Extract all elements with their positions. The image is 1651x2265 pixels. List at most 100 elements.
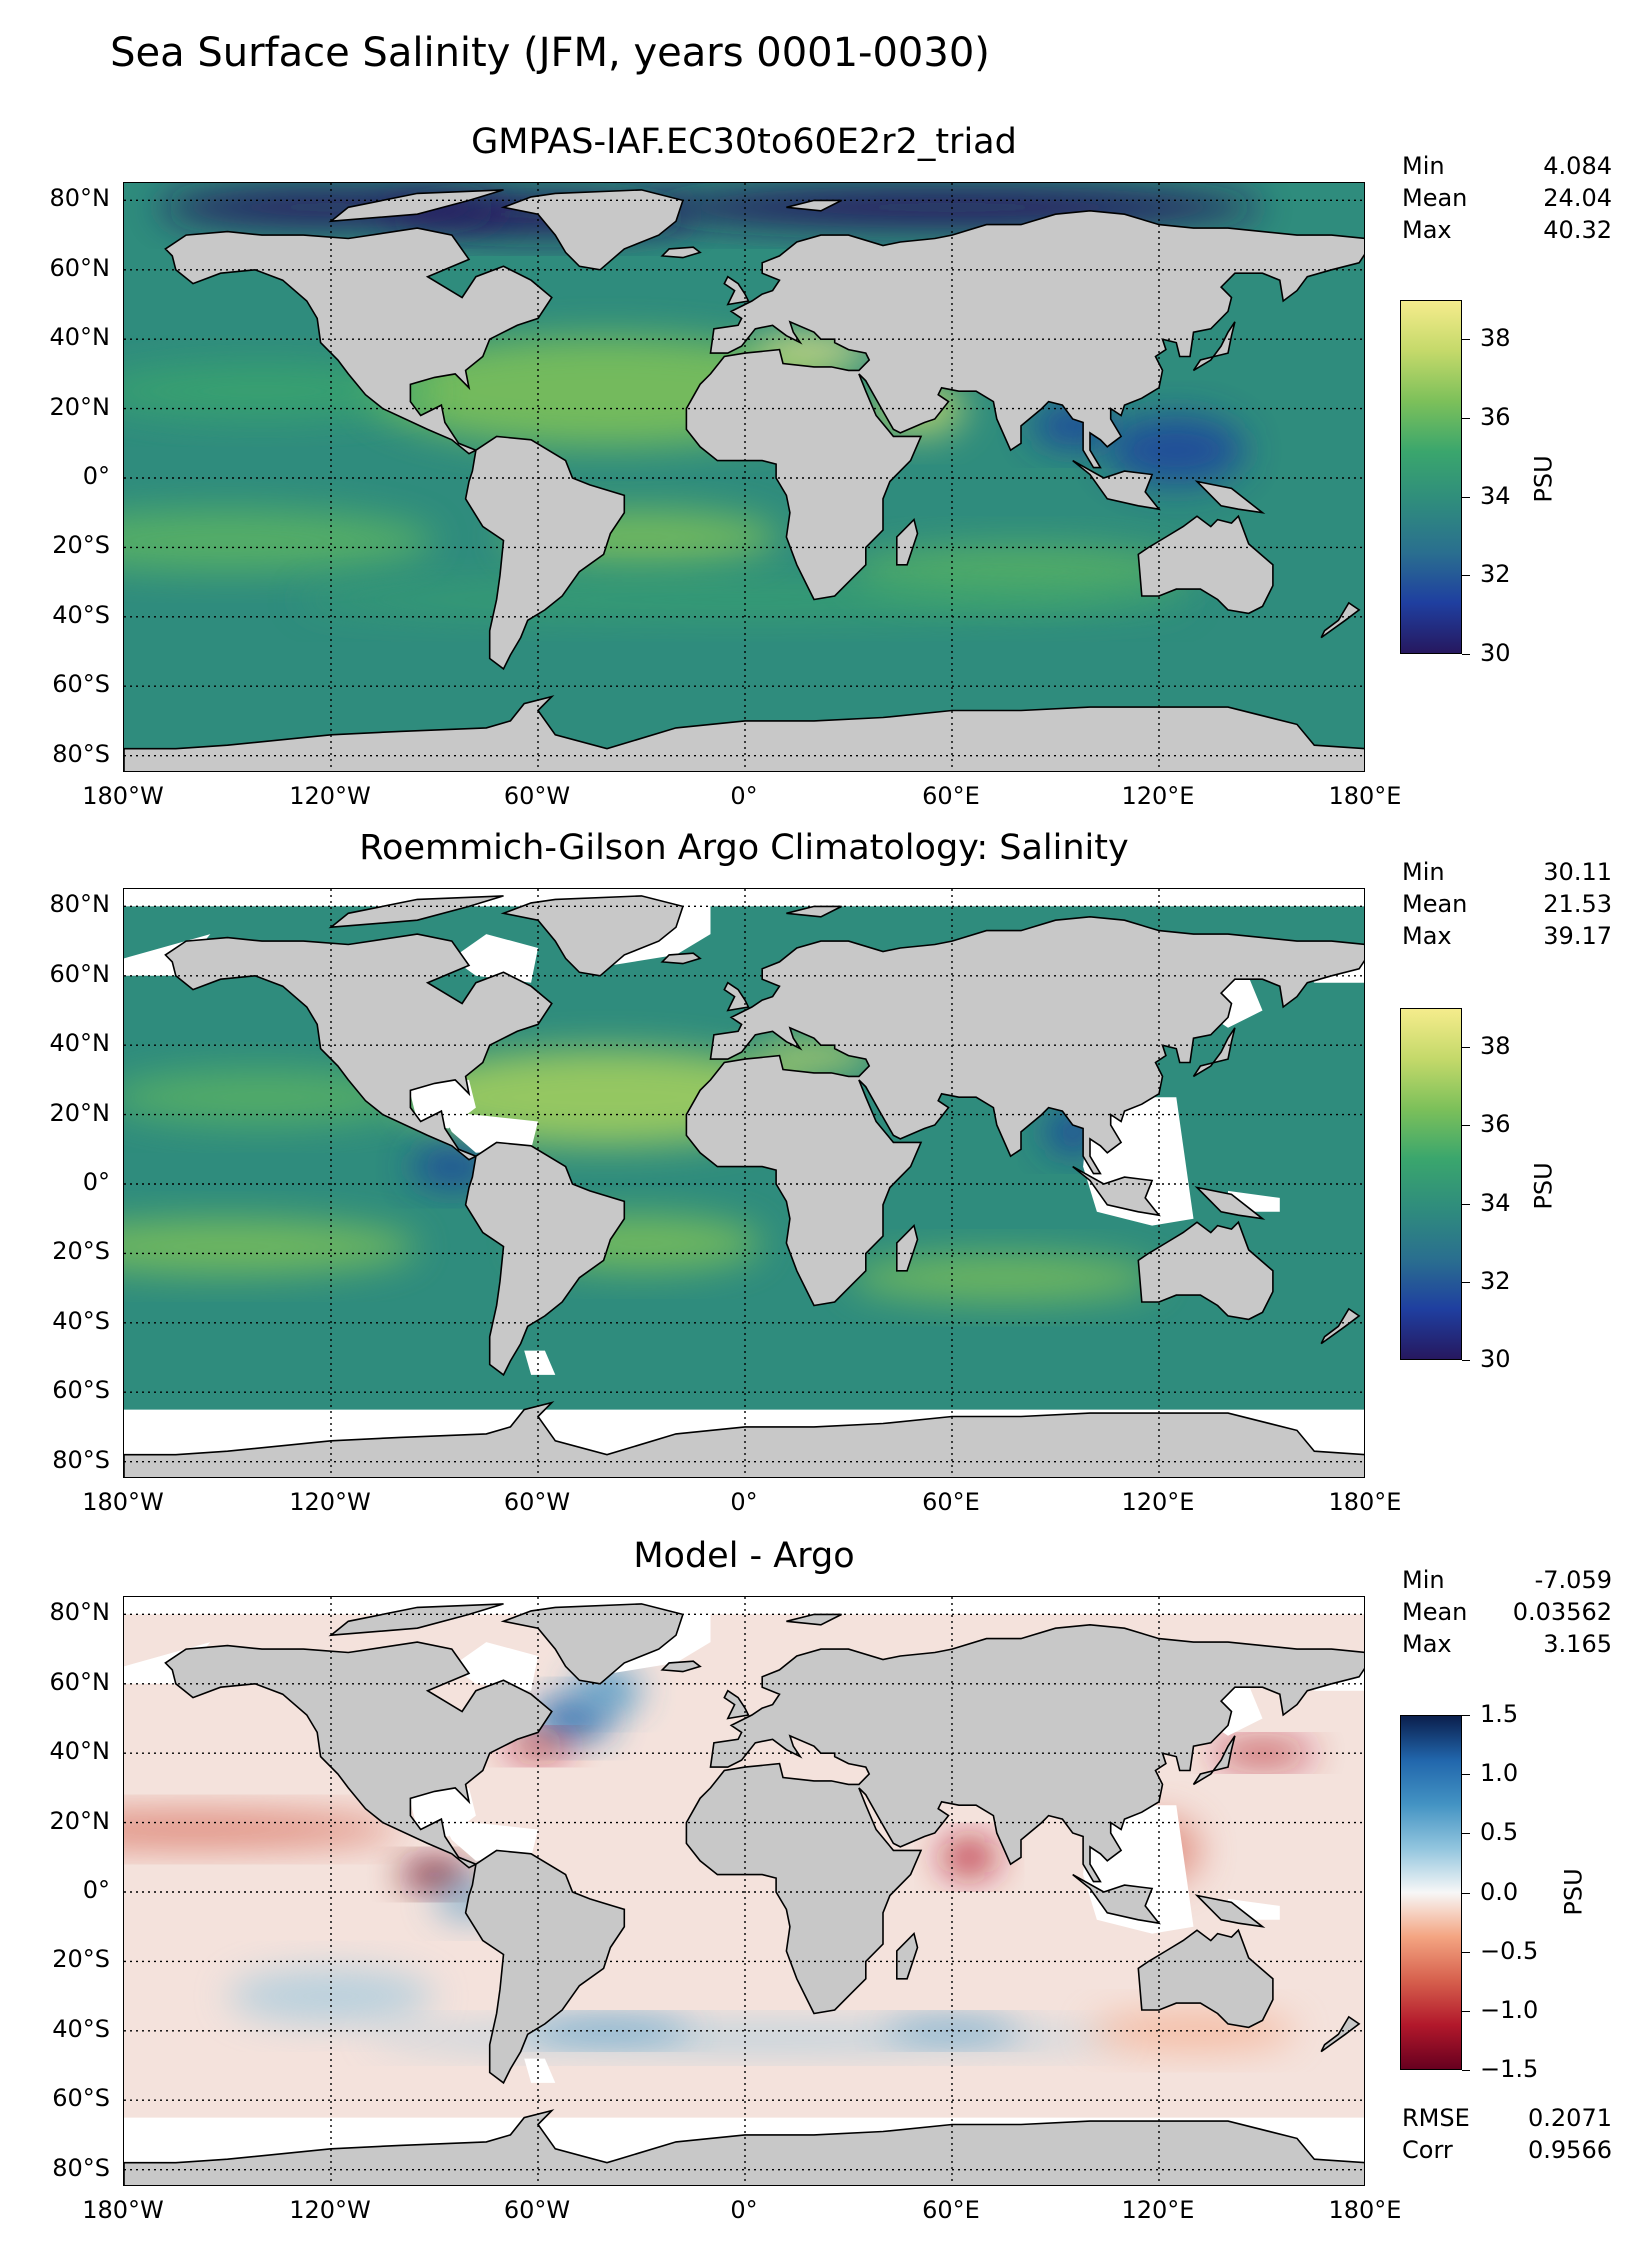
field-anomaly [124, 1069, 418, 1125]
latitude-tick-label: 40°S [52, 1306, 110, 1335]
latitude-tick-label: 20°N [49, 392, 111, 421]
colorbar-tick-mark [1462, 2010, 1470, 2012]
panel-1-map [123, 182, 1365, 772]
colorbar-tick-mark [1462, 1715, 1470, 1716]
panel-3-colorbar-unit: PSU [1559, 1868, 1588, 1916]
latitude-tick-label: 60°S [52, 670, 110, 699]
panel-1-title: GMPAS-IAF.EC30to60E2r2_triad [471, 122, 1017, 162]
latitude-tick-label: 40°N [49, 1737, 111, 1766]
land-australia [1137, 514, 1274, 615]
land-svalbard [786, 905, 842, 918]
colorbar-tick-mark [1462, 575, 1470, 577]
corr-label: Corr [1402, 2136, 1453, 2164]
latitude-tick-label: 80°S [52, 2153, 110, 2182]
latitude-tick-label: 40°N [49, 1029, 111, 1058]
field-anomaly [503, 1735, 573, 1757]
colorbar-tick-label: 0.0 [1480, 1877, 1519, 1906]
salinity-field [124, 183, 1364, 771]
latitude-tick-label: 60°S [52, 2084, 110, 2113]
land-greenland [500, 1603, 684, 1685]
land-antarctica [124, 695, 1364, 771]
panel-3-colorbar [1400, 1715, 1462, 2070]
colorbar-tick-mark [1462, 339, 1470, 341]
panel-2-title: Roemmich-Gilson Argo Climatology: Salini… [359, 828, 1129, 868]
latitude-tick-label: 0° [82, 462, 110, 490]
land-japan [1192, 1735, 1236, 1786]
land-arctic-islands [328, 1603, 504, 1637]
land-arctic-islands [328, 189, 504, 223]
colorbar-tick-mark [1462, 1203, 1470, 1205]
longitude-tick-label: 60°E [922, 2196, 980, 2224]
longitude-tick-label: 0° [730, 2196, 758, 2224]
stat-max-label: Max [1402, 216, 1452, 244]
land-arctic-islands [328, 895, 504, 929]
land-iceland [660, 1660, 702, 1673]
land-uk [723, 275, 750, 306]
panel-2-colorbar [1400, 1008, 1462, 1360]
longitude-tick-label: 180°W [82, 2196, 164, 2224]
land-madagascar [896, 1224, 919, 1272]
land-antarctica [124, 2109, 1364, 2185]
missing-data-region [451, 1642, 538, 1691]
panel-1-colorbar-unit: PSU [1529, 455, 1558, 503]
colorbar-tick-label: 38 [1480, 1032, 1511, 1061]
colorbar-tick-label: −0.5 [1480, 1936, 1539, 1965]
longitude-tick-label: 120°W [289, 1488, 371, 1516]
land-australia [1137, 1928, 1274, 2029]
longitude-tick-label: 60°E [922, 782, 980, 810]
colorbar-tick-label: 30 [1480, 639, 1511, 667]
panel-2-map [123, 888, 1365, 1478]
longitude-tick-label: 120°W [289, 2196, 371, 2224]
colorbar-tick-mark [1462, 1774, 1470, 1776]
stat-max-value: 3.165 [1543, 1630, 1612, 1658]
land-svalbard [786, 199, 842, 212]
land-japan [1192, 1027, 1236, 1078]
colorbar-tick-label: 36 [1480, 403, 1511, 431]
colorbar-tick-label: 32 [1480, 1266, 1511, 1295]
land-eurasia-africa [685, 915, 1364, 1307]
stat-max-value: 39.17 [1543, 922, 1612, 950]
panel-3-map [123, 1596, 1365, 2186]
land-north-america [164, 933, 553, 1161]
latitude-tick-label: 20°S [52, 1945, 110, 1974]
longitude-tick-label: 60°W [503, 2196, 571, 2224]
latitude-tick-label: 40°S [52, 600, 110, 629]
panel-1-stats: Min 4.084 Mean 24.04 Max 40.32 [1402, 150, 1612, 246]
stat-mean-value: 0.03562 [1512, 1598, 1612, 1626]
longitude-tick-label: 180°E [1328, 782, 1402, 810]
missing-data-region [441, 1819, 538, 1861]
rmse-value: 0.2071 [1528, 2104, 1612, 2132]
missing-data-region [441, 1111, 538, 1153]
latitude-tick-label: 60°N [49, 253, 111, 282]
salinity-field [124, 1597, 1364, 2185]
colorbar-tick-label: 1.0 [1480, 1759, 1519, 1788]
stat-min-value: 4.084 [1543, 152, 1612, 180]
missing-data-region [124, 1597, 1364, 1615]
stat-mean-label: Mean [1402, 890, 1468, 918]
land-new-zealand [1320, 601, 1361, 639]
colorbar-tick-label: 32 [1480, 560, 1511, 589]
longitude-tick-label: 0° [730, 1488, 758, 1516]
latitude-tick-label: 80°N [49, 1598, 111, 1627]
stat-min-value: -7.059 [1534, 1566, 1612, 1594]
land-eurasia-africa [685, 209, 1364, 601]
longitude-tick-label: 180°E [1328, 1488, 1402, 1516]
latitude-tick-label: 0° [82, 1876, 110, 1904]
stat-min-value: 30.11 [1543, 858, 1612, 886]
latitude-tick-label: 40°S [52, 2014, 110, 2043]
field-anomaly [124, 1218, 418, 1275]
land-indonesia [1072, 1165, 1161, 1217]
stat-min-label: Min [1402, 152, 1445, 180]
panel-3-title: Model - Argo [633, 1536, 855, 1576]
longitude-tick-label: 60°E [922, 1488, 980, 1516]
colorbar-tick-label: 36 [1480, 1110, 1511, 1139]
colorbar-tick-label: 34 [1480, 481, 1511, 510]
land-greenland [500, 189, 684, 271]
longitude-tick-label: 120°E [1121, 2196, 1195, 2224]
longitude-tick-label: 120°E [1121, 782, 1195, 810]
land-antarctica [124, 1401, 1364, 1477]
colorbar-tick-mark [1462, 496, 1470, 498]
land-north-america [164, 1641, 553, 1869]
land-japan [1192, 321, 1236, 372]
latitude-tick-label: 80°S [52, 1445, 110, 1474]
